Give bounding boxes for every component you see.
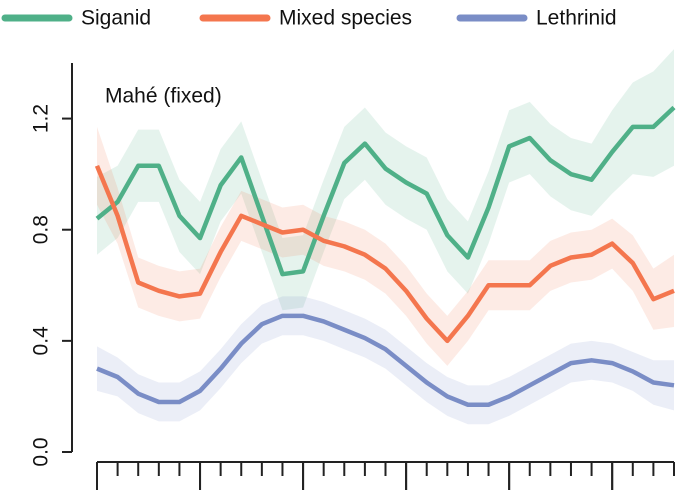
line [96, 313, 675, 408]
confidence-band [97, 296, 674, 425]
y-tick-label: 0.0 [30, 437, 53, 466]
line [94, 164, 675, 344]
y-tick-label: 1.2 [30, 104, 53, 133]
annotation: Mahé (fixed) [105, 85, 222, 108]
confidence-band [97, 126, 674, 366]
line [95, 105, 676, 277]
y-tick-label: 0.4 [30, 326, 53, 356]
legend-label: Siganid [81, 7, 151, 30]
legend-label: Mixed species [279, 7, 412, 30]
y-tick-label: 0.8 [30, 215, 53, 244]
legend-label: Lethrinid [536, 7, 617, 30]
confidence-band [97, 49, 674, 311]
